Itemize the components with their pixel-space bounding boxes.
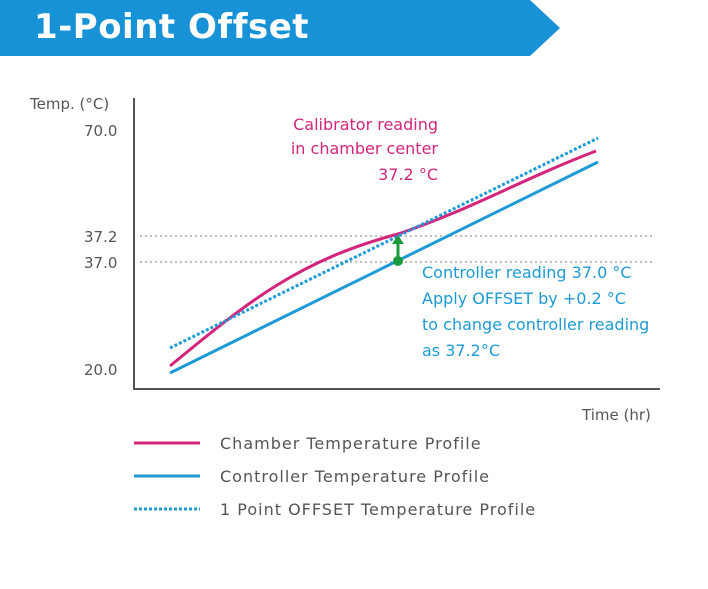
x-axis-label: Time (hr) — [581, 406, 651, 424]
controller-annotation-line: as 37.2°C — [422, 341, 500, 360]
calibrator-annotation-line: in chamber center — [291, 139, 439, 158]
legend-label-offset: 1 Point OFFSET Temperature Profile — [220, 500, 536, 519]
legend-label-chamber: Chamber Temperature Profile — [220, 434, 482, 453]
offset-arrow-head — [392, 235, 404, 244]
controller-annotation-line: Controller reading 37.0 °C — [422, 263, 632, 282]
y-axis-label: Temp. (°C) — [29, 95, 109, 113]
y-tick-label: 37.0 — [84, 254, 117, 272]
page-title: 1-Point Offset — [34, 7, 310, 47]
y-tick-label: 20.0 — [84, 361, 117, 379]
controller-annotation-line: to change controller reading — [422, 315, 649, 334]
y-tick-label: 37.2 — [84, 228, 117, 246]
controller-reading-point — [393, 256, 403, 266]
controller-series-line — [169, 160, 599, 375]
y-tick-label: 70.0 — [84, 122, 117, 140]
calibrator-annotation-line: Calibrator reading — [293, 115, 438, 134]
title-banner — [0, 0, 560, 56]
chamber-series-line — [169, 149, 597, 368]
calibrator-annotation-line: 37.2 °C — [378, 165, 438, 184]
controller-annotation-line: Apply OFFSET by +0.2 °C — [422, 289, 626, 308]
offset-series-line — [169, 136, 599, 350]
legend-label-controller: Controller Temperature Profile — [220, 467, 490, 486]
